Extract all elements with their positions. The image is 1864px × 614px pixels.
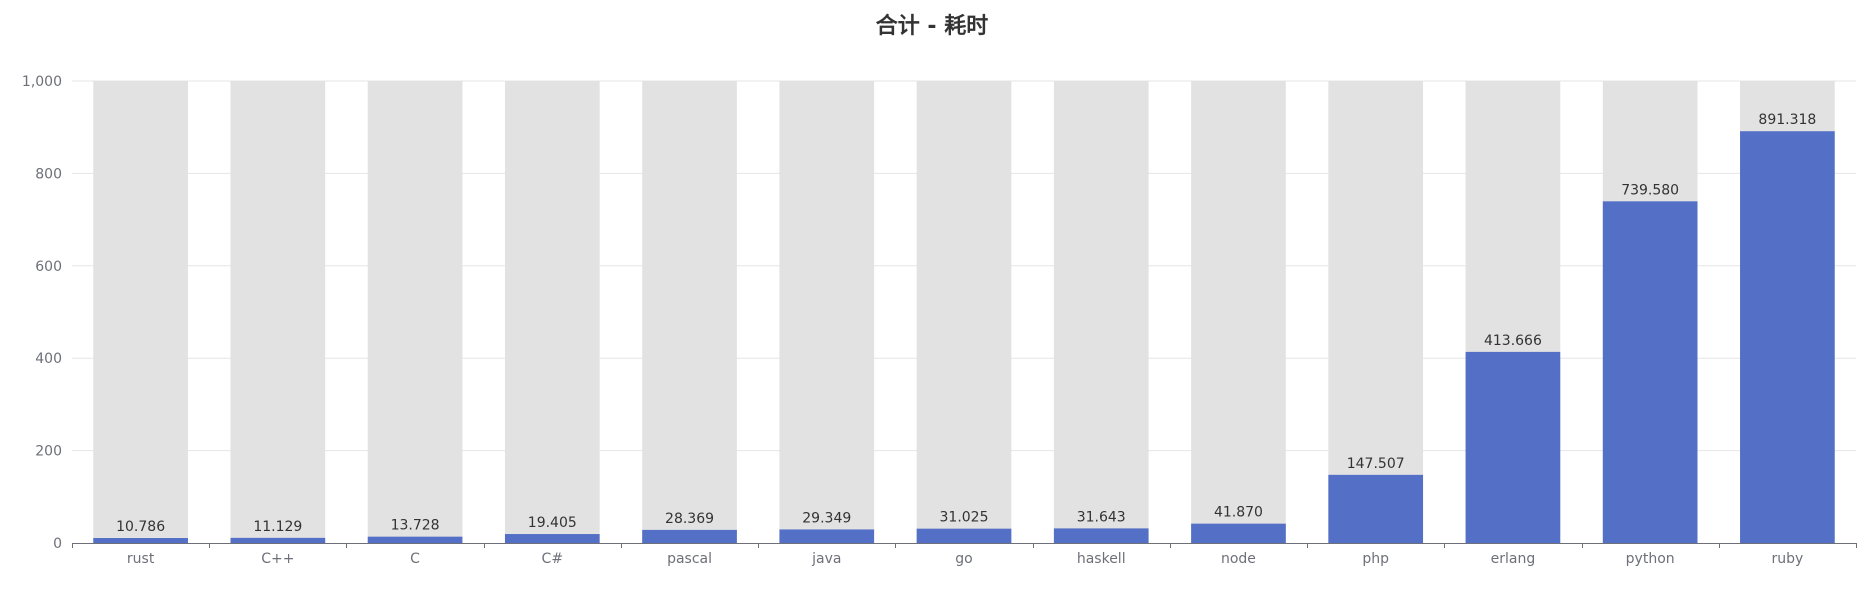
bar — [1053, 528, 1149, 543]
x-tick-label: haskell — [1077, 551, 1126, 567]
y-tick-label: 200 — [35, 444, 62, 460]
bar — [916, 528, 1012, 543]
data-label: 31.643 — [1077, 509, 1126, 525]
background-bar — [367, 81, 463, 543]
x-tick-label: C# — [542, 551, 564, 567]
background-bar — [779, 81, 875, 543]
background-bar — [916, 81, 1012, 543]
y-tick-label: 400 — [35, 351, 62, 367]
y-tick-label: 800 — [35, 166, 62, 182]
x-tick-label: C — [410, 551, 420, 567]
data-label: 41.870 — [1214, 505, 1263, 521]
x-tick-label: rust — [127, 551, 155, 567]
y-tick-label: 600 — [35, 259, 62, 275]
y-tick-label: 1,000 — [22, 74, 62, 90]
bar — [642, 529, 737, 543]
background-bar — [504, 81, 600, 543]
bar — [93, 538, 188, 543]
y-axis-tick-labels: 0 200 400 600 800 1,000 — [22, 74, 62, 552]
bar — [1191, 523, 1286, 543]
x-tick-label: php — [1362, 551, 1389, 567]
bars — [93, 131, 1835, 544]
bar — [1602, 201, 1698, 544]
bar — [1740, 131, 1835, 543]
data-label: 147.507 — [1347, 456, 1405, 472]
bar — [367, 536, 463, 543]
bar — [1465, 351, 1561, 543]
bar — [1328, 474, 1424, 543]
x-tick-label: ruby — [1771, 551, 1803, 567]
data-label: 13.728 — [391, 518, 440, 534]
background-bars — [93, 81, 1835, 543]
x-tick-label: erlang — [1491, 551, 1536, 567]
x-tick-label: java — [811, 551, 841, 567]
background-bar — [230, 81, 326, 543]
x-tick-label: C++ — [261, 551, 294, 567]
background-bar — [642, 81, 737, 543]
chart-title: 合计 - 耗时 — [875, 14, 989, 39]
x-tick-label: pascal — [667, 551, 712, 567]
data-label: 739.580 — [1621, 182, 1679, 198]
background-bar — [1328, 81, 1424, 543]
data-label: 11.129 — [253, 519, 302, 535]
data-label: 891.318 — [1758, 112, 1816, 128]
bar — [779, 529, 875, 543]
background-bar — [1191, 81, 1286, 543]
background-bar — [1053, 81, 1149, 543]
x-tick-label: go — [955, 551, 972, 567]
x-tick-label: python — [1626, 551, 1675, 567]
bar — [504, 534, 600, 543]
background-bar — [93, 81, 188, 543]
data-label: 29.349 — [802, 510, 851, 526]
data-label: 10.786 — [116, 519, 165, 535]
x-tick-label: node — [1221, 551, 1256, 567]
y-tick-label: 0 — [53, 536, 62, 552]
bar — [230, 537, 326, 543]
data-labels: 10.786 11.129 13.728 19.405 28.369 29.349 31.0… — [116, 112, 1816, 535]
data-label: 28.369 — [665, 511, 714, 527]
data-label: 31.025 — [940, 510, 989, 526]
data-label: 413.666 — [1484, 333, 1542, 349]
x-axis — [72, 543, 1857, 548]
x-axis-tick-labels: rust C++ C C# pascal java go haskell node php erla… — [127, 551, 1803, 567]
data-label: 19.405 — [528, 515, 577, 531]
